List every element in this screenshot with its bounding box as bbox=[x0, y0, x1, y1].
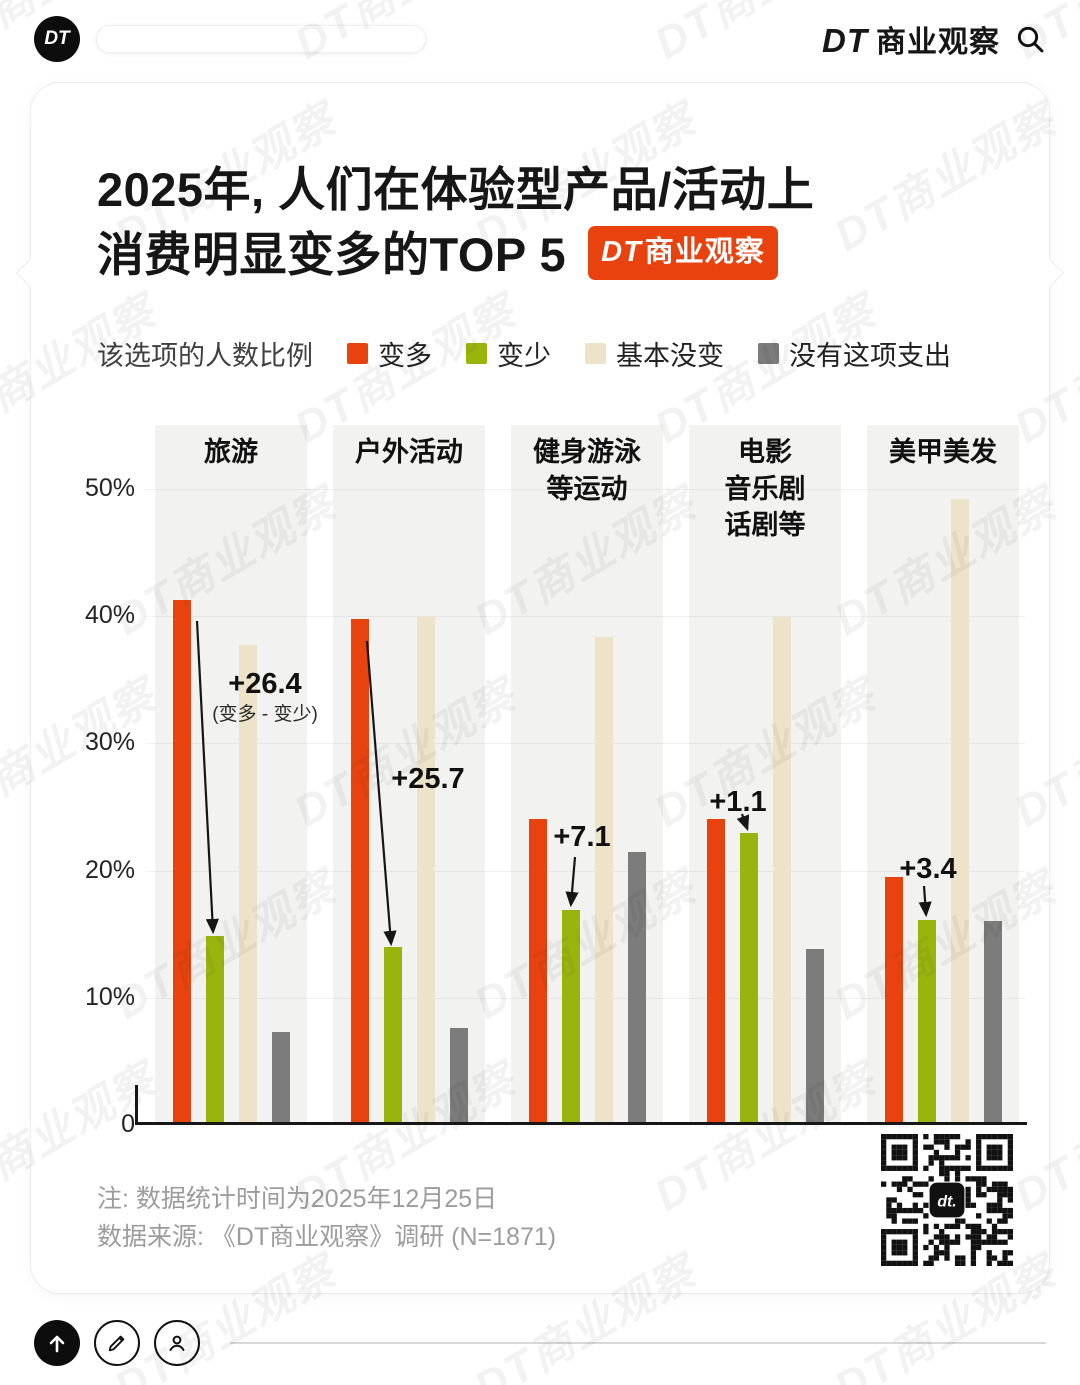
bar bbox=[528, 819, 547, 1123]
legend-item: 基本没变 bbox=[585, 334, 724, 373]
search-bar[interactable] bbox=[96, 25, 426, 53]
top-bar: DT DT 商业观察 bbox=[0, 0, 1080, 78]
y-axis-tick: 50% bbox=[84, 473, 135, 502]
x-axis-line bbox=[135, 1122, 1027, 1126]
legend-item: 变多 bbox=[347, 334, 432, 373]
note-line-2: 数据来源: 《DT商业观察》调研 (N=1871) bbox=[97, 1223, 557, 1252]
bar bbox=[561, 909, 580, 1123]
category-label: 户外活动 bbox=[355, 437, 463, 468]
bar bbox=[805, 949, 824, 1123]
scroll-top-button[interactable] bbox=[34, 1320, 80, 1366]
category-label: 健身游泳 等运动 bbox=[533, 437, 641, 504]
bar bbox=[917, 919, 936, 1123]
legend-swatch bbox=[585, 343, 606, 365]
bar bbox=[172, 600, 191, 1123]
bar bbox=[950, 498, 969, 1123]
legend-item-label: 没有这项支出 bbox=[789, 341, 951, 372]
brand-logo: DT 商业观察 bbox=[822, 17, 1000, 61]
annotation-label: +25.7 bbox=[391, 763, 465, 796]
bar bbox=[238, 644, 257, 1123]
brand-dt-text: DT bbox=[822, 22, 868, 59]
svg-text:dt.: dt. bbox=[937, 1193, 956, 1210]
bar bbox=[383, 946, 402, 1123]
legend-item: 变少 bbox=[466, 334, 551, 373]
gridline bbox=[145, 743, 1025, 745]
bar bbox=[350, 619, 369, 1123]
bar bbox=[416, 616, 435, 1123]
qr-code-image: dt. bbox=[881, 1134, 1013, 1266]
chart-legend: 该选项的人数比例 变多 变少 基本没变 没有这项支出 bbox=[97, 334, 1049, 373]
category-label: 旅游 bbox=[204, 437, 258, 468]
up-arrow-icon bbox=[45, 1331, 69, 1355]
dt-badge: DT 商业观察 bbox=[588, 225, 778, 280]
y-axis-tick: 20% bbox=[84, 855, 135, 884]
gridline bbox=[145, 616, 1025, 618]
bar bbox=[205, 936, 224, 1123]
chart-notes: 注: 数据统计时间为2025年12月25日 数据来源: 《DT商业观察》调研 (… bbox=[97, 1180, 556, 1258]
category-label: 电影 音乐剧 话剧等 bbox=[724, 437, 806, 541]
bar bbox=[271, 1031, 290, 1123]
category-label: 美甲美发 bbox=[889, 437, 997, 468]
dt-logo-text: DT bbox=[44, 28, 70, 49]
annotation-label: +26.4 (变多 - 变少) bbox=[212, 668, 318, 725]
legend-item-label: 变少 bbox=[497, 341, 551, 372]
bar bbox=[983, 921, 1002, 1123]
person-icon bbox=[165, 1331, 189, 1355]
qr-code: dt. bbox=[881, 1134, 1013, 1266]
divider-line bbox=[230, 1342, 1046, 1344]
bar bbox=[594, 637, 613, 1123]
bar bbox=[772, 616, 791, 1123]
profile-button[interactable] bbox=[154, 1320, 200, 1366]
edit-button[interactable] bbox=[94, 1320, 140, 1366]
y-axis-tick: 10% bbox=[84, 982, 135, 1011]
y-axis-line bbox=[135, 1085, 138, 1126]
annotation-label: +1.1 bbox=[709, 786, 767, 819]
bar bbox=[449, 1028, 468, 1123]
legend-item-label: 变多 bbox=[378, 341, 432, 372]
infographic-card: 2025年, 人们在体验型产品/活动上 消费明显变多的TOP 5 DT 商业观察 该… bbox=[15, 82, 1065, 1294]
annotation-label: +3.4 bbox=[899, 853, 957, 886]
bar bbox=[884, 876, 903, 1123]
dt-badge-dt: DT bbox=[601, 235, 642, 268]
y-axis-tick: 30% bbox=[84, 728, 135, 757]
gridline bbox=[145, 997, 1025, 999]
y-axis-tick: 40% bbox=[84, 601, 135, 630]
gridline bbox=[145, 870, 1025, 872]
title-line-1: 2025年, 人们在体验型产品/活动上 bbox=[97, 163, 815, 217]
legend-swatch bbox=[758, 343, 779, 365]
plot-area: 旅游 户外活动 健身游泳 等运动 电影 音乐剧 话剧等 美甲美发 +26.4 (变多 - 变… bbox=[135, 425, 1027, 1126]
search-icon[interactable] bbox=[1014, 23, 1046, 55]
bar bbox=[627, 852, 646, 1123]
y-axis-tick: 0 bbox=[121, 1110, 135, 1139]
dt-badge-name: 商业观察 bbox=[644, 235, 765, 268]
legend-item: 没有这项支出 bbox=[758, 334, 951, 373]
title-line-2: 消费明显变多的TOP 5 bbox=[97, 228, 567, 282]
brand-name-text: 商业观察 bbox=[876, 26, 1000, 59]
dt-logo[interactable]: DT bbox=[34, 16, 80, 62]
legend-swatch bbox=[347, 343, 368, 365]
note-line-1: 注: 数据统计时间为2025年12月25日 bbox=[97, 1184, 498, 1213]
legend-items: 变多 变少 基本没变 没有这项支出 bbox=[313, 334, 951, 373]
annotation-label: +7.1 bbox=[553, 821, 611, 854]
bottom-toolbar bbox=[0, 1320, 1080, 1366]
gridline bbox=[145, 488, 1025, 490]
annotation-subtext: (变多 - 变少) bbox=[212, 703, 318, 725]
pencil-icon bbox=[106, 1332, 128, 1354]
bar bbox=[706, 819, 725, 1123]
bar-chart: 旅游 户外活动 健身游泳 等运动 电影 音乐剧 话剧等 美甲美发 +26.4 (变多 - 变… bbox=[57, 425, 1027, 1139]
legend-item-label: 基本没变 bbox=[616, 341, 724, 372]
page-title: 2025年, 人们在体验型产品/活动上 消费明显变多的TOP 5 DT 商业观察 bbox=[31, 114, 1049, 288]
bar bbox=[739, 833, 758, 1123]
legend-swatch bbox=[466, 343, 487, 365]
legend-label: 该选项的人数比例 bbox=[97, 341, 313, 372]
